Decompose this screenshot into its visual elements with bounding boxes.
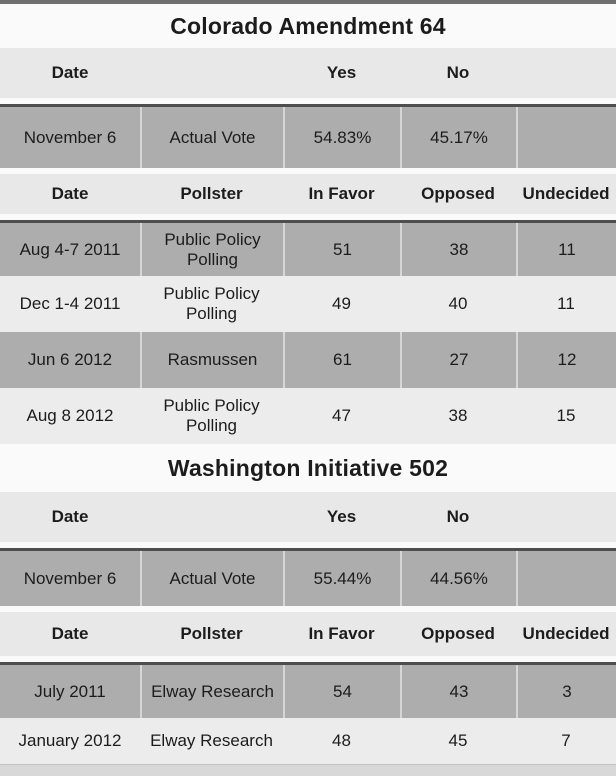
poll-undecided: 15 bbox=[556, 406, 576, 425]
poll-pollster: Elway Research bbox=[140, 665, 283, 718]
poll-undecided: 3 bbox=[516, 665, 616, 718]
vote-date: November 6 bbox=[23, 127, 117, 147]
poll-undecided: 12 bbox=[516, 332, 616, 388]
top-cutoff-strip bbox=[0, 0, 616, 4]
table-row: January 2012 Elway Research 48 45 7 bbox=[0, 718, 616, 764]
poll-opposed: 43 bbox=[400, 665, 516, 718]
poll-opposed: 38 bbox=[448, 406, 468, 425]
vote-empty bbox=[516, 551, 616, 606]
washington-vote-header-row: Date Yes No bbox=[0, 492, 616, 542]
poll-pollster: Elway Research bbox=[150, 731, 273, 750]
vote-yes-pct: 55.44% bbox=[283, 551, 400, 606]
poll-date: Aug 8 2012 bbox=[26, 406, 114, 425]
bottom-cutoff-strip bbox=[0, 764, 616, 776]
col-header-date: Date bbox=[51, 63, 89, 82]
col-header-no: No bbox=[446, 507, 470, 526]
col-header-undecided: Undecided bbox=[522, 184, 610, 203]
washington-section-title: Washington Initiative 502 bbox=[167, 454, 449, 481]
col-header-opposed: Opposed bbox=[421, 184, 495, 203]
vote-no-pct: 44.56% bbox=[400, 551, 516, 606]
col-header-pollster: Pollster bbox=[180, 624, 243, 643]
col-header-undecided: Undecided bbox=[522, 624, 610, 643]
table-row: Dec 1-4 2011 Public Policy Polling 49 40… bbox=[0, 276, 616, 332]
col-header-date: Date bbox=[51, 507, 89, 526]
poll-undecided: 11 bbox=[557, 294, 575, 313]
washington-poll-header-row: Date Pollster In Favor Opposed Undecided bbox=[0, 612, 616, 656]
col-header-date: Date bbox=[51, 624, 89, 643]
col-header-yes: Yes bbox=[326, 507, 357, 526]
poll-date: Aug 4-7 2011 bbox=[19, 239, 121, 259]
poll-in-favor: 54 bbox=[283, 665, 400, 718]
poll-in-favor: 49 bbox=[332, 294, 351, 313]
poll-undecided: 11 bbox=[516, 223, 616, 276]
spacer bbox=[0, 168, 616, 174]
col-header-blank bbox=[140, 492, 283, 542]
table-row: July 2011 Elway Research 54 43 3 bbox=[0, 662, 616, 718]
poll-pollster: Public Policy Polling bbox=[140, 223, 283, 276]
colorado-poll-header-row: Date Pollster In Favor Opposed Undecided bbox=[0, 174, 616, 214]
poll-opposed: 27 bbox=[400, 332, 516, 388]
poll-date: Jun 6 2012 bbox=[27, 350, 113, 369]
spacer bbox=[0, 98, 616, 104]
table-row: Jun 6 2012 Rasmussen 61 27 12 bbox=[0, 332, 616, 388]
poll-undecided: 7 bbox=[561, 731, 571, 750]
colorado-vote-header-row: Date Yes No bbox=[0, 48, 616, 98]
poll-pollster: Public Policy Polling bbox=[163, 396, 260, 435]
col-header-blank bbox=[516, 492, 616, 542]
table-row: Aug 8 2012 Public Policy Polling 47 38 1… bbox=[0, 388, 616, 444]
col-header-pollster: Pollster bbox=[180, 184, 243, 203]
col-header-in-favor: In Favor bbox=[308, 624, 375, 643]
vote-yes-pct: 54.83% bbox=[283, 107, 400, 168]
col-header-opposed: Opposed bbox=[421, 624, 495, 643]
table-row: Aug 4-7 2011 Public Policy Polling 51 38… bbox=[0, 220, 616, 276]
colorado-section-title: Colorado Amendment 64 bbox=[170, 12, 446, 39]
washington-actual-vote-row: November 6 Actual Vote 55.44% 44.56% bbox=[0, 548, 616, 606]
spacer bbox=[0, 606, 616, 612]
poll-in-favor: 51 bbox=[283, 223, 400, 276]
spacer bbox=[0, 214, 616, 220]
poll-date: Dec 1-4 2011 bbox=[19, 294, 121, 313]
col-header-no: No bbox=[446, 63, 470, 82]
poll-in-favor: 47 bbox=[332, 406, 351, 425]
colorado-section-title-band: Colorado Amendment 64 bbox=[0, 4, 616, 48]
col-header-blank bbox=[140, 48, 283, 98]
vote-label: Actual Vote bbox=[140, 107, 283, 168]
washington-section-title-band: Washington Initiative 502 bbox=[0, 444, 616, 492]
vote-no-pct: 45.17% bbox=[400, 107, 516, 168]
vote-empty bbox=[516, 107, 616, 168]
poll-opposed: 40 bbox=[448, 294, 468, 313]
poll-opposed: 38 bbox=[400, 223, 516, 276]
colorado-actual-vote-row: November 6 Actual Vote 54.83% 45.17% bbox=[0, 104, 616, 168]
col-header-blank bbox=[516, 48, 616, 98]
col-header-yes: Yes bbox=[326, 63, 357, 82]
vote-label: Actual Vote bbox=[140, 551, 283, 606]
poll-opposed: 45 bbox=[448, 731, 468, 750]
spacer bbox=[0, 542, 616, 548]
col-header-date: Date bbox=[51, 184, 89, 203]
poll-in-favor: 61 bbox=[283, 332, 400, 388]
poll-in-favor: 48 bbox=[332, 731, 351, 750]
col-header-in-favor: In Favor bbox=[308, 184, 375, 203]
poll-pollster: Rasmussen bbox=[140, 332, 283, 388]
poll-date: July 2011 bbox=[34, 681, 106, 701]
vote-date: November 6 bbox=[23, 568, 117, 588]
poll-pollster: Public Policy Polling bbox=[163, 284, 260, 323]
spacer bbox=[0, 656, 616, 662]
poll-date: January 2012 bbox=[18, 731, 122, 750]
